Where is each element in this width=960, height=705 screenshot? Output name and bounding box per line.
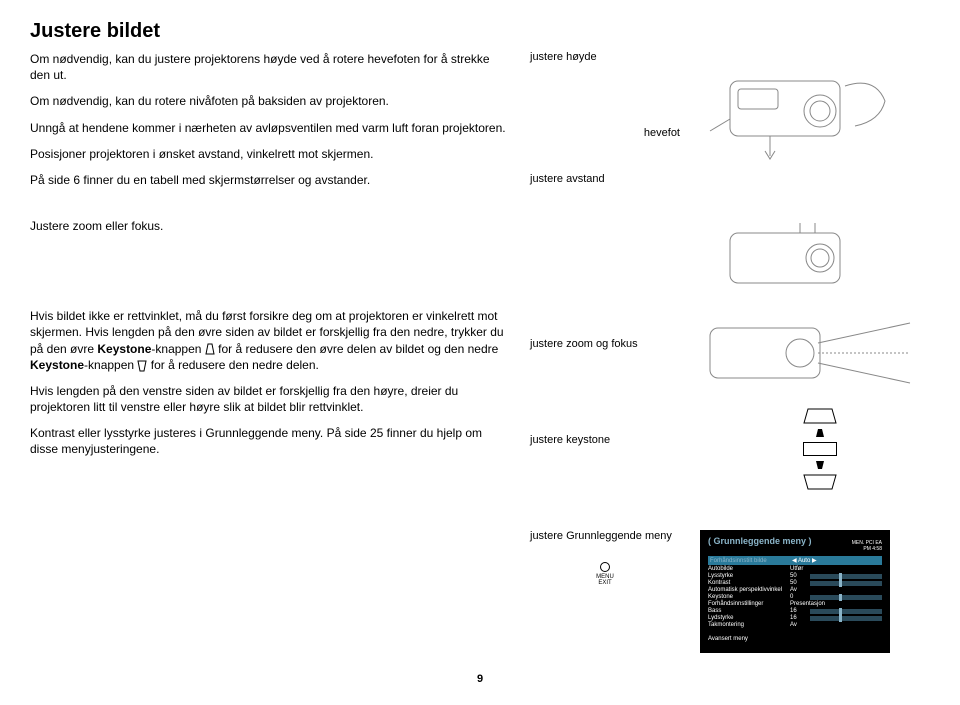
keystone-down-icon [137,360,147,372]
label-adjust-distance: justere avstand [530,173,680,185]
menu-row-bass: Bass 16 [708,608,882,614]
para-zoom-focus: Justere zoom eller fokus. [30,218,510,234]
label-hevefot: hevefot [530,127,680,139]
keystone-up-icon [205,343,215,355]
para-distance: Posisjoner projektoren i ønsket avstand,… [30,146,510,162]
keystone-demo-shapes [700,408,940,490]
menu-row-brightness: Lysstyrke 50 [708,573,882,579]
menu-row-ceiling: Takmontering Av [708,622,882,628]
keystone-up-arrow-icon [815,428,825,438]
projector-zoom-illustration [700,218,900,298]
menu-row-contrast: Kontrast 50 [708,580,882,586]
label-adjust-height: justere høyde [530,51,680,63]
menu-row-advanced: Avansert meny [708,636,882,642]
label-basic-menu: justere Grunnleggende meny [530,530,680,542]
para-contrast-brightness: Kontrast eller lysstyrke justeres i Grun… [30,425,510,457]
projector-height-illustration [700,51,900,171]
para-table-ref: På side 6 finner du en tabell med skjerm… [30,172,510,188]
projector-keystone-illustration [700,308,920,398]
para-height-2: Om nødvendig, kan du rotere nivåfoten på… [30,93,510,109]
menu-row-auto-keystone: Automatisk perspektivvinkel Av [708,587,882,593]
para-keystone: Hvis bildet ikke er rettvinklet, må du f… [30,308,510,373]
para-height-1: Om nødvendig, kan du justere projektoren… [30,51,510,83]
menu-row-autoimage: Autobilde Utfør [708,566,882,572]
label-zoom-focus: justere zoom og fokus [530,338,680,350]
menu-row-volume: Lydstyrke 16 [708,615,882,621]
basic-menu-screen: ( Grunnleggende meny ) MEN. PCI EA PM 4:… [700,530,890,653]
para-rotate: Hvis lengden på den venstre siden av bil… [30,383,510,415]
page-heading: Justere bildet [30,20,930,43]
keystone-down-arrow-icon [815,460,825,470]
menu-exit-button-illustration: MENU EXIT [530,562,680,586]
menu-row-presets: Forhåndsinnstillinger Presentasjon [708,601,882,607]
page-number: 9 [30,673,930,685]
menu-row-preset: Forhåndsinnstilt bilde ◀ Auto ▶ [708,556,882,565]
menu-row-keystone: Keystone 0 [708,594,882,600]
label-keystone: justere keystone [530,434,680,446]
para-warning: Unngå at hendene kommer i nærheten av av… [30,120,510,136]
